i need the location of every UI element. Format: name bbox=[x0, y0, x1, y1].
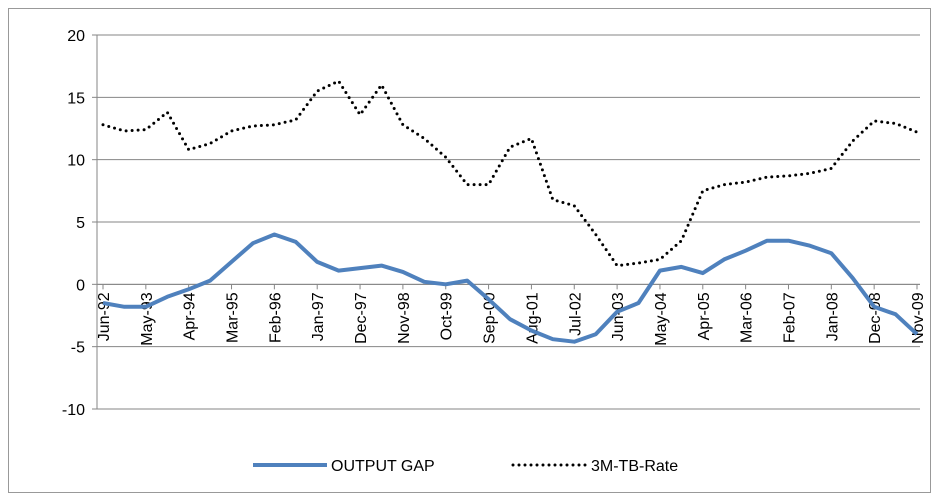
x-tick-label: Apr-94 bbox=[182, 292, 199, 340]
x-tick-label: May-93 bbox=[139, 292, 156, 345]
x-tick-label: Mar-95 bbox=[225, 292, 242, 343]
data-line bbox=[102, 232, 919, 344]
y-tick-label: 10 bbox=[67, 153, 85, 170]
legend-label: OUTPUT GAP bbox=[331, 458, 435, 475]
x-tick-label: Mar-06 bbox=[739, 292, 756, 343]
y-tick-label: 0 bbox=[76, 277, 85, 294]
legend-label: 3M-TB-Rate bbox=[591, 458, 678, 475]
y-tick-label: 5 bbox=[76, 215, 85, 232]
x-tick-label: Jan-97 bbox=[310, 292, 327, 341]
x-tick-label: Feb-07 bbox=[781, 292, 798, 343]
y-tick-label: 20 bbox=[67, 28, 85, 45]
y-tick-label: 15 bbox=[67, 90, 85, 107]
x-tick-label: Aug-01 bbox=[524, 292, 541, 344]
x-tick-label: Jun-03 bbox=[610, 292, 627, 341]
x-tick-label: Nov-98 bbox=[396, 292, 413, 344]
x-tick-label: Jun-92 bbox=[96, 292, 113, 341]
x-tick-label: Jan-08 bbox=[824, 292, 841, 341]
chart-frame bbox=[8, 8, 931, 493]
y-tick-label: -10 bbox=[62, 402, 85, 419]
data-line bbox=[101, 79, 919, 268]
x-tick-label: May-04 bbox=[653, 292, 670, 345]
x-tick-label: Jul-02 bbox=[567, 292, 584, 336]
y-tick-label: -5 bbox=[71, 340, 85, 357]
x-tick-label: Dec-97 bbox=[353, 292, 370, 344]
x-tick-label: Apr-05 bbox=[696, 292, 713, 340]
x-tick-label: Oct-99 bbox=[439, 292, 456, 340]
x-tick-label: Nov-09 bbox=[910, 292, 927, 344]
x-tick-label: Feb-96 bbox=[267, 292, 284, 343]
